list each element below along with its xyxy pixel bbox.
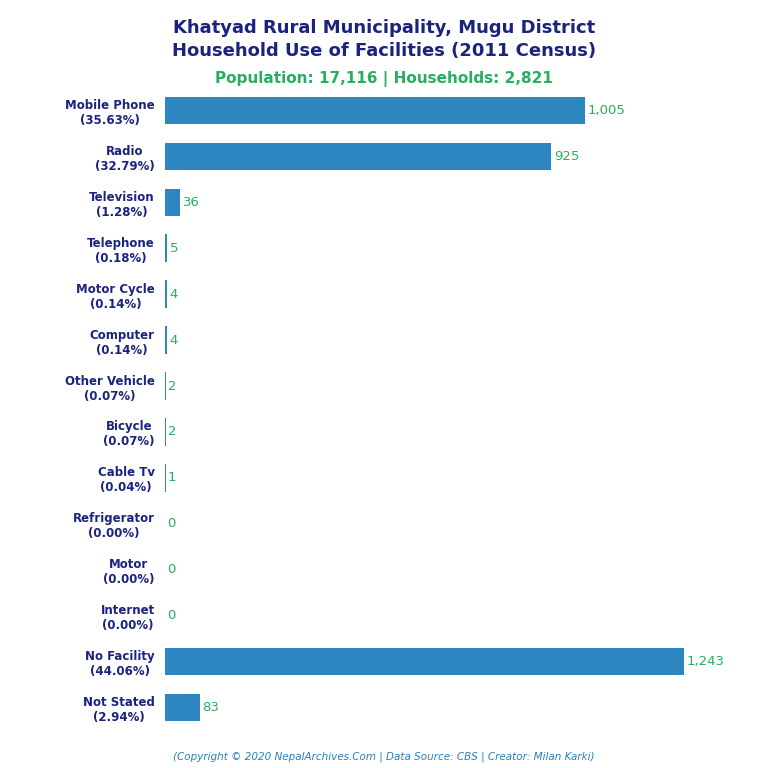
Text: 1,005: 1,005 xyxy=(587,104,625,117)
Text: Population: 17,116 | Households: 2,821: Population: 17,116 | Households: 2,821 xyxy=(215,71,553,87)
Bar xyxy=(165,418,166,445)
Text: Khatyad Rural Municipality, Mugu District: Khatyad Rural Municipality, Mugu Distric… xyxy=(173,19,595,37)
Text: 2: 2 xyxy=(168,379,177,392)
Bar xyxy=(165,326,167,354)
Text: 4: 4 xyxy=(169,288,177,300)
Bar xyxy=(165,372,166,400)
Text: 0: 0 xyxy=(167,518,176,530)
Text: Household Use of Facilities (2011 Census): Household Use of Facilities (2011 Census… xyxy=(172,42,596,60)
Text: (Copyright © 2020 NepalArchives.Com | Data Source: CBS | Creator: Milan Karki): (Copyright © 2020 NepalArchives.Com | Da… xyxy=(174,751,594,762)
Text: 36: 36 xyxy=(183,196,200,209)
Text: 0: 0 xyxy=(167,563,176,576)
Text: 5: 5 xyxy=(170,242,178,255)
Bar xyxy=(165,97,584,124)
Text: 83: 83 xyxy=(202,701,219,714)
Text: 925: 925 xyxy=(554,150,579,163)
Bar xyxy=(165,143,551,170)
Bar xyxy=(165,189,180,216)
Text: 0: 0 xyxy=(167,609,176,622)
Bar xyxy=(165,647,684,675)
Text: 2: 2 xyxy=(168,425,177,439)
Bar xyxy=(165,694,200,721)
Bar xyxy=(165,280,167,308)
Text: 4: 4 xyxy=(169,333,177,346)
Text: 1: 1 xyxy=(168,472,177,485)
Text: 1,243: 1,243 xyxy=(687,655,724,668)
Bar xyxy=(165,234,167,262)
